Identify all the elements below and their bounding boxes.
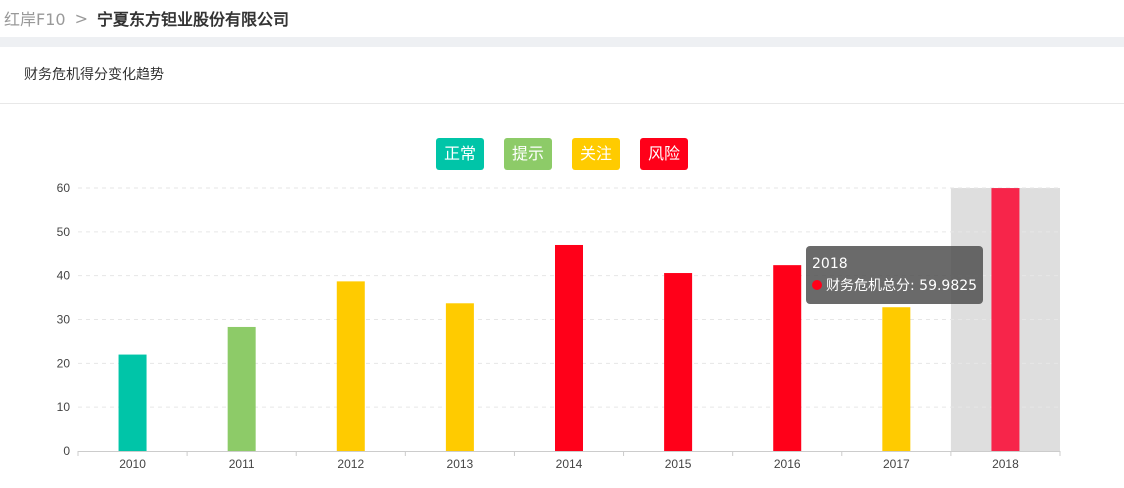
legend-item-normal[interactable]: 正常 <box>435 138 484 170</box>
x-tick-label: 2017 <box>883 457 910 471</box>
bar-2018 <box>991 188 1020 451</box>
chart-legend: 正常 提示 关注 风险 <box>0 138 1124 170</box>
x-tick-label: 2016 <box>774 457 801 471</box>
tooltip-value: 59.9825 <box>919 278 978 294</box>
bar-2011 <box>227 326 256 451</box>
tooltip-row: 财务危机总分: 59.9825 <box>812 275 977 297</box>
bar-2012 <box>336 281 365 451</box>
x-tick-label: 2011 <box>229 457 255 471</box>
legend-item-risk[interactable]: 风险 <box>640 138 689 170</box>
y-tick-label: 50 <box>57 225 71 239</box>
section-separator-band <box>0 37 1124 47</box>
breadcrumb-separator: > <box>74 8 88 28</box>
bar-2013 <box>445 303 474 451</box>
y-tick-label: 20 <box>57 356 71 370</box>
y-tick-label: 40 <box>57 269 71 283</box>
y-tick-label: 0 <box>63 444 70 458</box>
tooltip-series-label: 财务危机总分 <box>826 278 910 294</box>
x-tick-label: 2014 <box>556 457 583 471</box>
y-tick-label: 60 <box>57 181 71 195</box>
y-tick-label: 10 <box>57 400 71 414</box>
x-tick-label: 2013 <box>447 457 474 471</box>
bar-2017 <box>882 307 911 451</box>
y-tick-label: 30 <box>57 313 71 327</box>
breadcrumb-root-link[interactable]: 红岸F10 <box>4 10 66 29</box>
x-tick-label: 2018 <box>992 457 1019 471</box>
bar-2014 <box>555 244 583 451</box>
legend-item-attention[interactable]: 关注 <box>572 138 621 170</box>
tooltip-dot-icon <box>812 280 822 290</box>
bar-2016 <box>773 265 802 451</box>
company-name: 宁夏东方钽业股份有限公司 <box>96 10 289 29</box>
bar-2010 <box>118 354 147 451</box>
chart-tooltip: 2018 财务危机总分: 59.9825 <box>806 246 984 304</box>
bar-2015 <box>664 273 693 451</box>
breadcrumb: 红岸F10 > 宁夏东方钽业股份有限公司 <box>4 0 289 36</box>
x-tick-label: 2010 <box>119 457 146 471</box>
x-tick-label: 2012 <box>337 457 364 471</box>
legend-item-hint[interactable]: 提示 <box>503 138 552 170</box>
x-tick-label: 2015 <box>665 457 692 471</box>
tooltip-title: 2018 <box>812 256 848 272</box>
section-title: 财务危机得分变化趋势 <box>24 67 164 83</box>
section-divider <box>0 103 1124 104</box>
